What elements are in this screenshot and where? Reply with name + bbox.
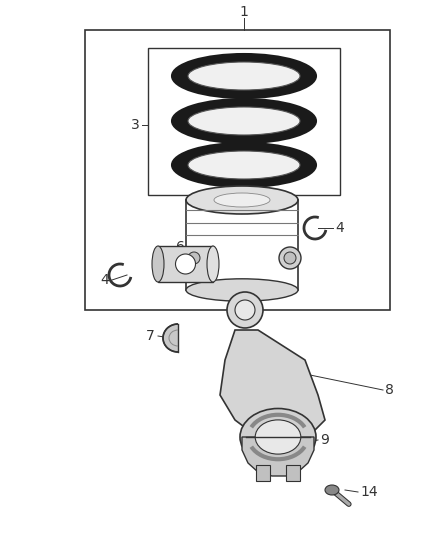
Ellipse shape: [152, 246, 164, 282]
Text: 6: 6: [176, 240, 184, 254]
Ellipse shape: [284, 252, 296, 264]
Ellipse shape: [235, 300, 255, 320]
Bar: [286, 465, 300, 481]
Ellipse shape: [172, 54, 316, 98]
Polygon shape: [242, 437, 314, 476]
Bar: [178, 323, 194, 353]
Ellipse shape: [186, 279, 298, 301]
Ellipse shape: [188, 151, 300, 179]
Bar: [256, 465, 270, 481]
Bar: [148, 48, 340, 195]
Text: 8: 8: [385, 383, 394, 397]
Ellipse shape: [183, 247, 205, 269]
Text: 14: 14: [360, 485, 378, 499]
Text: 7: 7: [146, 329, 155, 343]
Ellipse shape: [186, 186, 298, 214]
Text: 9: 9: [320, 433, 329, 447]
Ellipse shape: [163, 324, 193, 352]
Ellipse shape: [188, 107, 300, 135]
Ellipse shape: [188, 252, 200, 264]
Ellipse shape: [172, 143, 316, 187]
Ellipse shape: [325, 485, 339, 495]
Text: 5: 5: [238, 295, 246, 309]
Bar: [85, 30, 390, 310]
Ellipse shape: [188, 62, 300, 90]
Text: 4: 4: [101, 273, 110, 287]
Bar: [158, 246, 213, 282]
Text: 1: 1: [240, 5, 248, 19]
Ellipse shape: [227, 292, 263, 328]
Ellipse shape: [240, 408, 316, 465]
Text: 3: 3: [131, 118, 139, 132]
Ellipse shape: [176, 254, 195, 274]
Polygon shape: [220, 330, 325, 435]
Ellipse shape: [214, 193, 270, 207]
Ellipse shape: [255, 420, 301, 454]
Ellipse shape: [207, 246, 219, 282]
Text: 4: 4: [335, 221, 344, 235]
Ellipse shape: [172, 99, 316, 143]
Ellipse shape: [279, 247, 301, 269]
